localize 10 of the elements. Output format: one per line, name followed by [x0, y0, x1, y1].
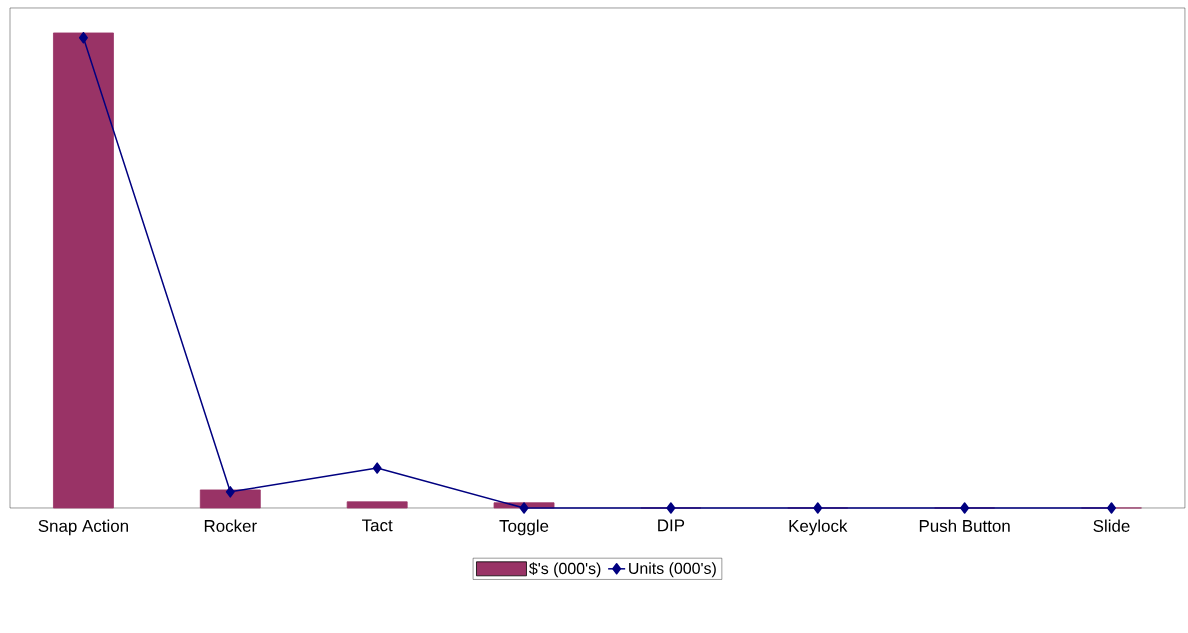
legend-label: Units (000's) [629, 562, 716, 578]
x-tick-label: Push Button [919, 519, 1010, 532]
legend-label: $'s (000's) [529, 562, 601, 578]
x-tick-label: Keylock [789, 519, 848, 536]
x-tick-label: DIP [658, 519, 685, 532]
x-tick-label: Slide [1093, 519, 1130, 532]
x-tick-label: Tact [362, 519, 393, 532]
x-tick-label: Snap Action [38, 519, 128, 536]
x-tick-label: Rocker [204, 519, 257, 532]
x-tick-label: Toggle [499, 519, 549, 536]
